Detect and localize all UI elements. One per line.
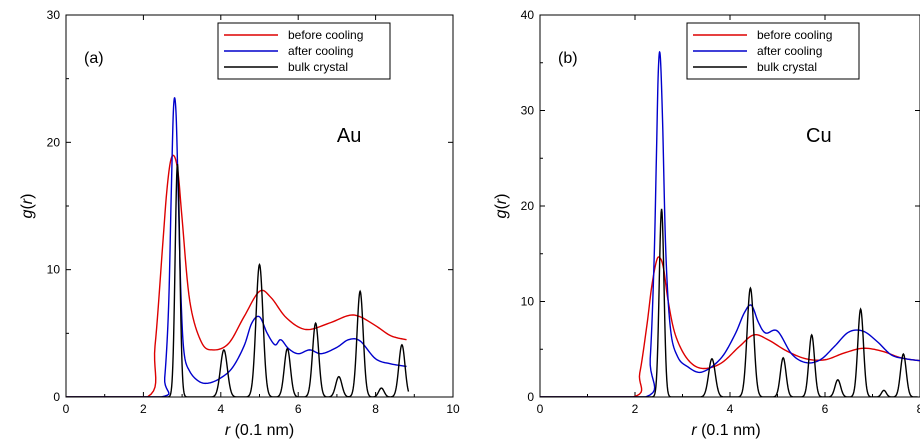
y-tick-label: 30 bbox=[521, 104, 535, 118]
y-tick-label: 20 bbox=[521, 199, 535, 213]
legend-entry: after cooling bbox=[288, 44, 353, 58]
series-line-bulk-crystal bbox=[540, 208, 918, 397]
x-tick-label: 0 bbox=[537, 402, 544, 416]
series-line-before-cooling bbox=[66, 154, 407, 397]
y-axis-label: g(r) bbox=[493, 194, 510, 219]
panel-label: (b) bbox=[558, 50, 578, 67]
panel-label: (a) bbox=[84, 50, 104, 67]
series-line-after-cooling bbox=[66, 96, 407, 397]
y-tick-label: 0 bbox=[527, 390, 534, 404]
x-axis-label: r (0.1 nm) bbox=[691, 422, 760, 439]
chart-panel-2: 0 2 4 6 8 0 10 20 30 40 r (0.1 nm) g(r) before cooli… bbox=[493, 8, 920, 439]
chart-panel-1: 0 2 4 6 8 10 0 10 20 30 r (0.1 nm) g(r) before cooli… bbox=[19, 8, 460, 439]
x-tick-label: 2 bbox=[632, 402, 639, 416]
y-axis-label: g(r) bbox=[19, 194, 36, 219]
x-tick-label: 6 bbox=[822, 402, 829, 416]
x-tick-label: 4 bbox=[727, 402, 734, 416]
x-tick-label: 0 bbox=[63, 402, 70, 416]
x-tick-label: 4 bbox=[217, 402, 224, 416]
legend-entry: bulk crystal bbox=[288, 60, 348, 74]
y-tick-label: 10 bbox=[521, 295, 535, 309]
y-tick-label: 20 bbox=[47, 135, 61, 149]
series-line-after-cooling bbox=[540, 50, 920, 397]
legend-entry: after cooling bbox=[757, 44, 822, 58]
series-line-bulk-crystal bbox=[66, 163, 410, 397]
y-tick-label: 40 bbox=[521, 8, 535, 22]
y-tick-label: 0 bbox=[53, 390, 60, 404]
x-tick-label: 8 bbox=[372, 402, 379, 416]
legend-entry: before cooling bbox=[757, 28, 832, 42]
legend-entry: bulk crystal bbox=[757, 60, 817, 74]
element-annotation: Cu bbox=[806, 125, 832, 147]
x-tick-label: 2 bbox=[140, 402, 147, 416]
legend: before cooling after cooling bulk crystal bbox=[686, 22, 860, 80]
legend: before cooling after cooling bulk crystal bbox=[217, 22, 391, 80]
x-tick-label: 10 bbox=[446, 402, 460, 416]
x-tick-label: 8 bbox=[917, 402, 920, 416]
y-tick-label: 30 bbox=[47, 8, 61, 22]
legend-entry: before cooling bbox=[288, 28, 363, 42]
y-tick-label: 10 bbox=[47, 263, 61, 277]
x-tick-label: 6 bbox=[295, 402, 302, 416]
element-annotation: Au bbox=[337, 125, 361, 147]
x-axis-label: r (0.1 nm) bbox=[225, 422, 294, 439]
